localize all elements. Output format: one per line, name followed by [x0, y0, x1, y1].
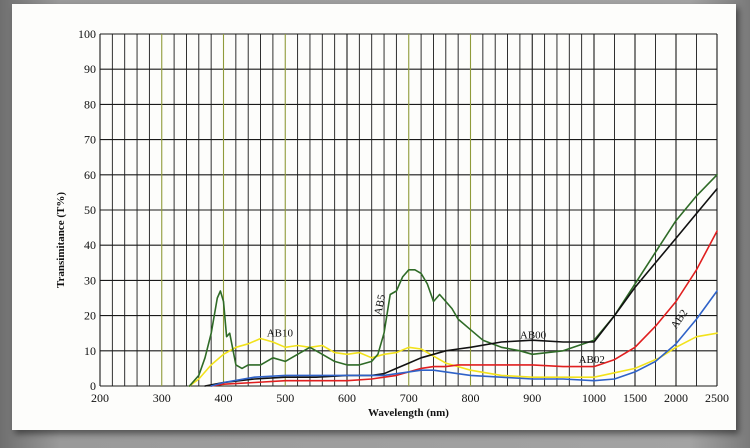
y-tick-label: 60 — [84, 168, 96, 182]
x-tick-label: 800 — [462, 391, 480, 405]
y-tick-label: 90 — [84, 62, 96, 76]
transmittance-chart: 0 10 20 30 40 50 60 70 80 90 100 200 300 400 500 600 700… — [55, 27, 729, 419]
curve-label-ab00: AB00 — [520, 329, 547, 341]
x-tick-label: 600 — [338, 391, 356, 405]
y-tick-label: 0 — [90, 379, 96, 393]
x-tick-label: 400 — [215, 391, 233, 405]
x-tick-label: 500 — [276, 391, 294, 405]
y-axis-label: Transimitance (T%) — [55, 192, 67, 288]
y-tick-label: 30 — [84, 273, 96, 287]
y-tick-label: 10 — [84, 344, 96, 358]
series-line-ab5 — [188, 174, 718, 387]
y-tick-label: 100 — [78, 27, 96, 41]
y-tick-label: 80 — [84, 97, 96, 111]
x-axis-label: Wavelength (nm) — [368, 407, 449, 419]
x-tick-label: 900 — [523, 391, 541, 405]
chart-paper: 0 10 20 30 40 50 60 70 80 90 100 200 300 400 500 600 700… — [12, 4, 736, 430]
y-tick-label: 70 — [84, 133, 96, 147]
x-tick-label: 2500 — [705, 391, 729, 405]
series-line-ab2 — [210, 290, 718, 387]
curve-label-ab10: AB10 — [267, 328, 294, 340]
grid — [99, 33, 718, 387]
y-tick-label: 20 — [84, 309, 96, 323]
curve-label-ab5: AB5 — [372, 293, 388, 316]
series-line-ab02 — [210, 230, 718, 387]
series-line-ab00 — [204, 188, 718, 387]
curve-label-ab02: AB02 — [579, 354, 605, 366]
x-tick-label: 1000 — [582, 391, 606, 405]
series-line-ab10 — [188, 332, 718, 387]
x-tick-label: 2000 — [664, 391, 688, 405]
curve-labels: AB10 AB5 AB00 AB02 AB2 — [267, 293, 691, 366]
y-tick-label: 40 — [84, 238, 96, 252]
y-tick-label: 50 — [84, 203, 96, 217]
x-tick-label: 1500 — [623, 391, 647, 405]
curve-label-ab2: AB2 — [669, 307, 691, 331]
x-tick-label: 300 — [153, 391, 171, 405]
x-tick-label: 700 — [400, 391, 418, 405]
series-lines — [188, 174, 718, 387]
x-tick-label: 200 — [91, 391, 109, 405]
tick-labels: 0 10 20 30 40 50 60 70 80 90 100 200 300 400 500 600 700… — [78, 27, 729, 405]
